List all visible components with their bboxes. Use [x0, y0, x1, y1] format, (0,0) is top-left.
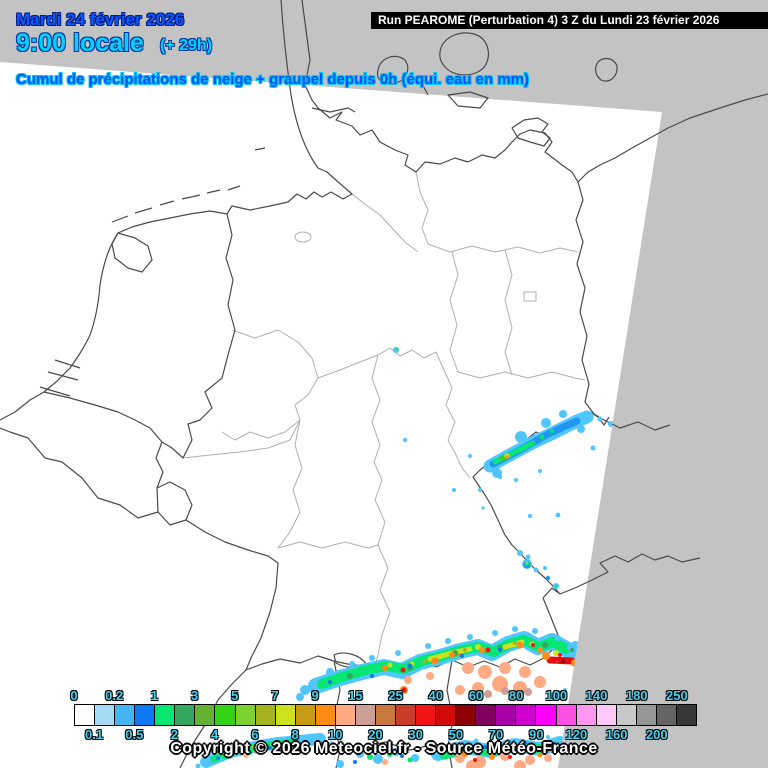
legend-label: 70: [488, 727, 504, 742]
precipitation-legend: 0 0.2 1 3 5 7 9 15 25 40 60 80 100 140 180 250 0.1 0.5 2 4…: [70, 687, 697, 743]
legend-cell: [676, 705, 696, 725]
legend-label: 40: [428, 688, 443, 703]
legend-cell: [436, 705, 457, 725]
legend-label: 50: [448, 727, 464, 742]
legend-labels-bottom: 0.1 0.5 2 4 6 8 10 20 30 50 70 90 120 160 200: [74, 726, 697, 743]
legend-cell: [155, 705, 176, 725]
legend-cell: [556, 705, 577, 725]
legend-label: 15: [348, 688, 363, 703]
legend-cell: [456, 705, 477, 725]
legend-label: 140: [585, 688, 608, 703]
legend-label: 10: [328, 727, 343, 742]
legend-cell: [295, 705, 316, 725]
legend-label: 1: [150, 688, 158, 703]
legend-label: 4: [211, 727, 219, 742]
precipitation-layer: [195, 347, 614, 768]
legend-cell: [536, 705, 557, 725]
legend-cell: [596, 705, 617, 725]
legend-cell: [516, 705, 537, 725]
forecast-offset-label: (+ 29h): [160, 37, 213, 54]
legend-label: 90: [528, 727, 544, 742]
local-time-label: 9:00 locale: [16, 29, 144, 57]
legend-label: 160: [605, 727, 628, 742]
legend-cell: [636, 705, 657, 725]
legend-cell: [275, 705, 296, 725]
legend-label: 250: [666, 688, 688, 703]
legend-label: 6: [251, 727, 259, 742]
date-label: Mardi 24 février 2026: [16, 10, 185, 29]
state-borders: [182, 171, 586, 663]
legend-label: 8: [291, 727, 299, 742]
legend-cell: [576, 705, 597, 725]
legend-label: 30: [408, 727, 423, 742]
legend-cell: [115, 705, 136, 725]
legend-labels-top: 0 0.2 1 3 5 7 9 15 25 40 60 80 100 140 180 250: [70, 687, 697, 704]
legend-cell: [175, 705, 196, 725]
legend-cell: [496, 705, 517, 725]
legend-cell: [215, 705, 236, 725]
legend-cell: [416, 705, 437, 725]
legend-label: 0.2: [105, 688, 124, 703]
legend-cell: [335, 705, 356, 725]
legend-cell: [616, 705, 637, 725]
legend-label: 120: [565, 727, 588, 742]
legend-cell: [315, 705, 336, 725]
legend-label: 20: [368, 727, 383, 742]
legend-label: 3: [190, 688, 199, 703]
legend-label: 180: [625, 688, 648, 703]
legend-label: 25: [388, 688, 403, 703]
legend-cell: [476, 705, 497, 725]
legend-cell: [375, 705, 396, 725]
legend-cell: [255, 705, 276, 725]
legend-colorbar: [74, 704, 697, 726]
legend-label: 100: [545, 688, 568, 703]
copyright-text: Copyright © 2026 Meteociel.fr - Source M…: [170, 740, 598, 757]
run-info-banner: Run PEAROME (Perturbation 4) 3 Z du Lund…: [371, 12, 768, 29]
legend-cell: [656, 705, 677, 725]
legend-label: 5: [231, 688, 239, 703]
legend-label: 0.5: [125, 727, 144, 742]
legend-label: 60: [468, 688, 484, 703]
legend-label: 0: [70, 688, 78, 703]
legend-label: 80: [508, 688, 524, 703]
legend-label: 7: [271, 688, 279, 703]
legend-cell: [75, 705, 96, 725]
legend-cell: [195, 705, 216, 725]
legend-label: 2: [170, 727, 179, 742]
legend-label: 9: [311, 688, 319, 703]
legend-cell: [235, 705, 256, 725]
legend-cell: [355, 705, 376, 725]
legend-label: 0.1: [85, 727, 104, 742]
legend-cell: [396, 705, 417, 725]
parameter-title: Cumul de précipitations de neige + graup…: [16, 71, 530, 88]
legend-label: 200: [645, 727, 668, 742]
legend-cell: [135, 705, 156, 725]
legend-cell: [95, 705, 116, 725]
